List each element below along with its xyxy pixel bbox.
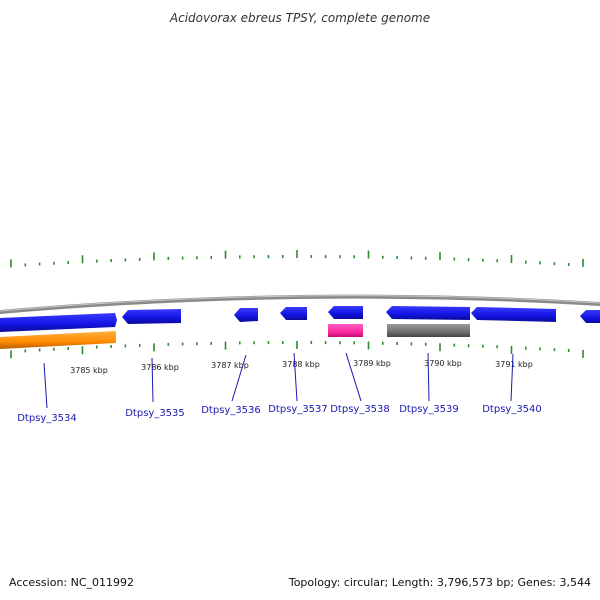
leader-line: [345, 352, 362, 402]
feature-track: [0, 324, 470, 349]
kbp-scale: 3785 kbp 3786 kbp 3787 kbp 3788 kbp 3789…: [70, 359, 533, 375]
gene-track: [0, 306, 600, 332]
kbp-label: 3788 kbp: [282, 360, 320, 369]
leader-line: [151, 357, 154, 403]
feature-gray[interactable]: [387, 324, 470, 337]
gene-label-dtpsy-3539[interactable]: Dtpsy_3539: [399, 404, 459, 415]
gene-dtpsy-3540[interactable]: [471, 307, 556, 322]
gene-label-dtpsy-3540[interactable]: Dtpsy_3540: [482, 404, 542, 415]
kbp-label: 3790 kbp: [424, 359, 462, 368]
accession-text: Accession: NC_011992: [9, 576, 134, 589]
gene-dtpsy-3539[interactable]: [386, 306, 470, 320]
gene-dtpsy-3536[interactable]: [234, 308, 258, 322]
gene-label-dtpsy-3536[interactable]: Dtpsy_3536: [201, 405, 261, 416]
kbp-label: 3786 kbp: [141, 363, 179, 372]
gene-dtpsy-3538[interactable]: [328, 306, 363, 319]
genome-backbone-highlight: [0, 295, 600, 312]
gene-label-dtpsy-3535[interactable]: Dtpsy_3535: [125, 408, 185, 419]
gene-dtpsy-3534[interactable]: [0, 313, 117, 332]
kbp-label: 3789 kbp: [353, 359, 391, 368]
gene-leader-lines: [43, 352, 514, 409]
leader-line: [510, 353, 514, 402]
leader-line: [231, 354, 247, 402]
gene-edge-right[interactable]: [580, 310, 600, 323]
kbp-label: 3785 kbp: [70, 366, 108, 375]
leader-line: [427, 352, 430, 402]
feature-pink[interactable]: [328, 324, 363, 337]
gene-labels: Dtpsy_3534 Dtpsy_3535 Dtpsy_3536 Dtpsy_3…: [17, 404, 542, 424]
leader-line: [293, 352, 298, 402]
gene-dtpsy-3537[interactable]: [280, 307, 307, 320]
kbp-label: 3787 kbp: [211, 361, 249, 370]
genome-summary-text: Topology: circular; Length: 3,796,573 bp…: [288, 576, 591, 589]
gene-label-dtpsy-3538[interactable]: Dtpsy_3538: [330, 404, 390, 415]
kbp-label: 3791 kbp: [495, 360, 533, 369]
feature-orange[interactable]: [0, 331, 116, 349]
gene-label-dtpsy-3537[interactable]: Dtpsy_3537: [268, 404, 328, 415]
leader-line: [43, 362, 48, 409]
genome-backbone: [0, 294, 600, 314]
map-title: Acidovorax ebreus TPSY, complete genome: [169, 11, 430, 25]
gene-dtpsy-3535[interactable]: [122, 309, 181, 324]
gene-label-dtpsy-3534[interactable]: Dtpsy_3534: [17, 413, 77, 424]
outer-tick-row: [10, 250, 584, 268]
inner-tick-row: [10, 341, 584, 359]
